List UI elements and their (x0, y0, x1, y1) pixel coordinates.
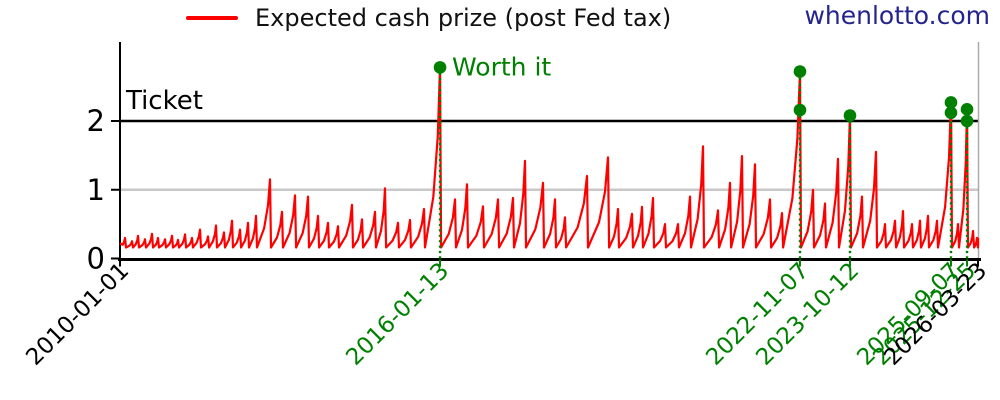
worth-it-dot (433, 61, 447, 74)
legend-label: Expected cash prize (post Fed tax) (255, 4, 672, 32)
site-brand: whenlotto.com (804, 1, 990, 30)
x-tick-label: 2016-01-13 (341, 258, 454, 371)
worth-it-dot (960, 103, 974, 116)
expected-prize-line (119, 66, 980, 249)
worth-it-annotation: Worth it (452, 52, 551, 81)
worth-it-dot (793, 65, 807, 78)
worth-it-dot (944, 96, 958, 109)
worth-it-dot (960, 114, 974, 128)
y-tick-label: 1 (87, 173, 105, 207)
y-tick-label: 2 (87, 104, 105, 138)
worth-it-dot (944, 106, 958, 120)
x-tick-label: 2010-01-01 (21, 258, 134, 371)
y-tick-label: 0 (87, 242, 105, 276)
ticket-label: Ticket (125, 86, 203, 116)
worth-it-dot (793, 103, 807, 117)
legend: Expected cash prize (post Fed tax) (186, 4, 671, 32)
legend-line-swatch (186, 16, 238, 20)
worth-it-dot (843, 109, 857, 122)
